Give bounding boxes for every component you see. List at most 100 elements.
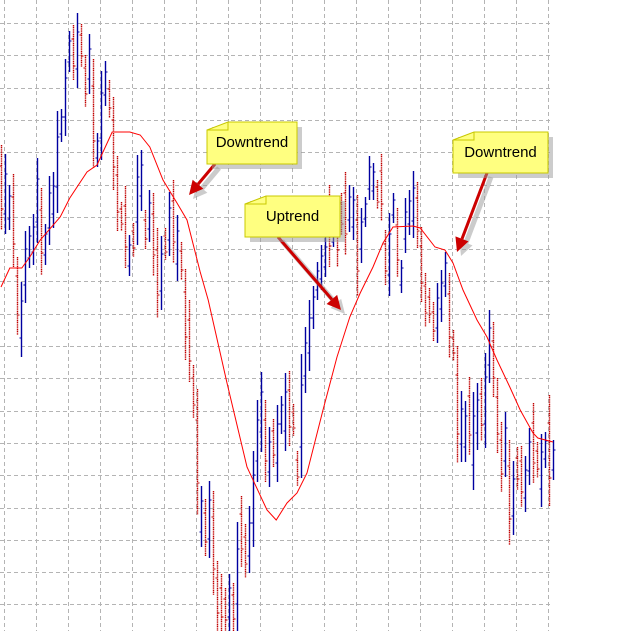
bar-down [203, 499, 208, 556]
note-body [244, 195, 341, 238]
bar-up [363, 197, 368, 227]
bar-up [259, 372, 264, 452]
bar-up [279, 396, 284, 434]
bar-up [403, 198, 408, 253]
bar-down [83, 55, 88, 107]
bar-down [515, 447, 520, 490]
arrow-shaft [460, 172, 489, 240]
annotation-note-uptrend[interactable]: Uptrend [244, 195, 345, 242]
bar-down [455, 346, 460, 463]
note-fold [245, 196, 267, 205]
bar-down [0, 145, 4, 230]
grid [0, 0, 553, 631]
bar-down [123, 186, 128, 268]
bar-down [15, 257, 20, 335]
bar-down [263, 400, 268, 482]
bar-down [495, 378, 500, 453]
bar-up [247, 506, 252, 573]
annotation-note-downtrend-2[interactable]: Downtrend [452, 131, 553, 178]
bar-down [419, 227, 424, 302]
bar-up [323, 237, 328, 277]
bar-down [535, 442, 540, 478]
bar-down [355, 195, 360, 296]
bar-up [459, 391, 464, 462]
bar-up [411, 171, 416, 238]
bar-up [399, 260, 404, 293]
arrow-head [326, 294, 341, 310]
bar-up [207, 481, 212, 558]
bar-up [275, 405, 280, 482]
bar-up [199, 486, 204, 547]
note-fold [207, 122, 229, 131]
note-text: Downtrend [215, 134, 289, 151]
bar-up [235, 522, 240, 631]
bar-down [155, 228, 160, 318]
bar-up [63, 59, 68, 136]
note-body [206, 121, 298, 165]
bar-down [415, 182, 420, 248]
bar-down [447, 273, 452, 358]
bar-up [483, 353, 488, 448]
bar-up [67, 31, 72, 72]
bar-up [351, 187, 356, 240]
bar-down [295, 451, 300, 486]
bar-down [239, 496, 244, 567]
bar-up [367, 156, 372, 200]
bar-down [423, 273, 428, 327]
bar-up [539, 434, 544, 507]
bar-down [195, 389, 200, 515]
bar-down [143, 210, 148, 249]
bar-down [211, 491, 216, 595]
bar-down [379, 154, 384, 221]
bar-up [463, 401, 468, 462]
bar-down [243, 524, 248, 578]
annotation-note-downtrend-1[interactable]: Downtrend [206, 121, 302, 169]
bar-down [111, 97, 116, 190]
bar-down [187, 300, 192, 382]
arrow [276, 236, 345, 314]
annotation-arrows [189, 163, 494, 314]
bar-up [31, 214, 36, 265]
bar-down [91, 59, 96, 168]
bar-down [107, 80, 112, 118]
bar-up [543, 432, 548, 468]
note-shape [452, 131, 553, 178]
bar-up [47, 176, 52, 245]
arrow-head [189, 179, 204, 195]
bar-up [139, 150, 144, 211]
bar-up [95, 133, 100, 167]
bar-down [223, 588, 228, 631]
bar-down [215, 561, 220, 631]
bar-down [499, 422, 504, 492]
bar-up [55, 111, 60, 213]
bar-up [35, 158, 40, 243]
bar-down [479, 378, 484, 441]
bar-up [99, 71, 104, 160]
arrow-head [455, 236, 469, 252]
bar-up [267, 427, 272, 487]
bar-up [159, 236, 164, 310]
bar-up [23, 231, 28, 303]
bar-down [11, 174, 16, 267]
bar-down [131, 223, 136, 257]
bar-up [551, 440, 556, 480]
bar-up [443, 252, 448, 297]
bar-down [183, 269, 188, 360]
bar-down [287, 371, 292, 446]
note-fold [453, 132, 475, 141]
note-shape [206, 121, 302, 169]
bar-down [395, 208, 400, 277]
note-body [452, 131, 549, 174]
bar-up [407, 190, 412, 235]
bar-down [343, 172, 348, 255]
note-text: Downtrend [464, 144, 537, 161]
bar-down [491, 322, 496, 397]
bar-up [391, 193, 396, 223]
bar-up [471, 392, 476, 490]
bar-up [3, 154, 8, 234]
bar-down [179, 242, 184, 280]
bar-up [51, 172, 56, 228]
bar-up [371, 163, 376, 200]
bar-up [359, 208, 364, 263]
